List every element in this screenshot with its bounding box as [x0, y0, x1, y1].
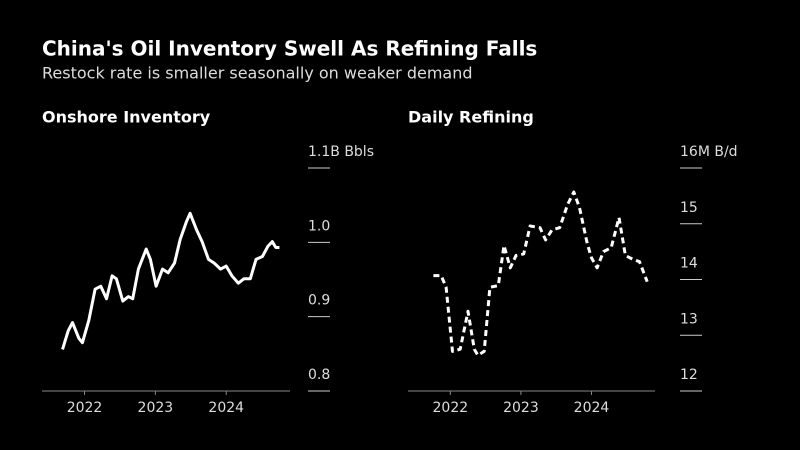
- y-tick-label: 0.9: [308, 293, 330, 309]
- x-tick-label: 2024: [574, 400, 610, 416]
- y-tick-label: 1.1B Bbls: [308, 144, 374, 160]
- y-tick-label: 15: [680, 200, 698, 216]
- panel-title: Daily Refining: [408, 108, 534, 127]
- y-tick-label: 14: [680, 256, 698, 272]
- y-tick-label: 16M B/d: [680, 144, 738, 160]
- y-tick-label: 12: [680, 367, 698, 383]
- x-tick-label: 2024: [208, 400, 244, 416]
- chart-title: China's Oil Inventory Swell As Refining …: [42, 37, 537, 61]
- chart-subtitle: Restock rate is smaller seasonally on we…: [42, 64, 473, 83]
- x-tick-label: 2022: [67, 400, 103, 416]
- y-tick-label: 13: [680, 311, 698, 327]
- y-tick-label: 0.8: [308, 367, 330, 383]
- x-tick-label: 2023: [138, 400, 174, 416]
- data-line: [61, 211, 280, 350]
- panel-title: Onshore Inventory: [42, 108, 211, 127]
- data-line: [433, 190, 649, 357]
- x-tick-label: 2023: [503, 400, 539, 416]
- y-tick-label: 1.0: [308, 218, 330, 234]
- x-tick-label: 2022: [433, 400, 469, 416]
